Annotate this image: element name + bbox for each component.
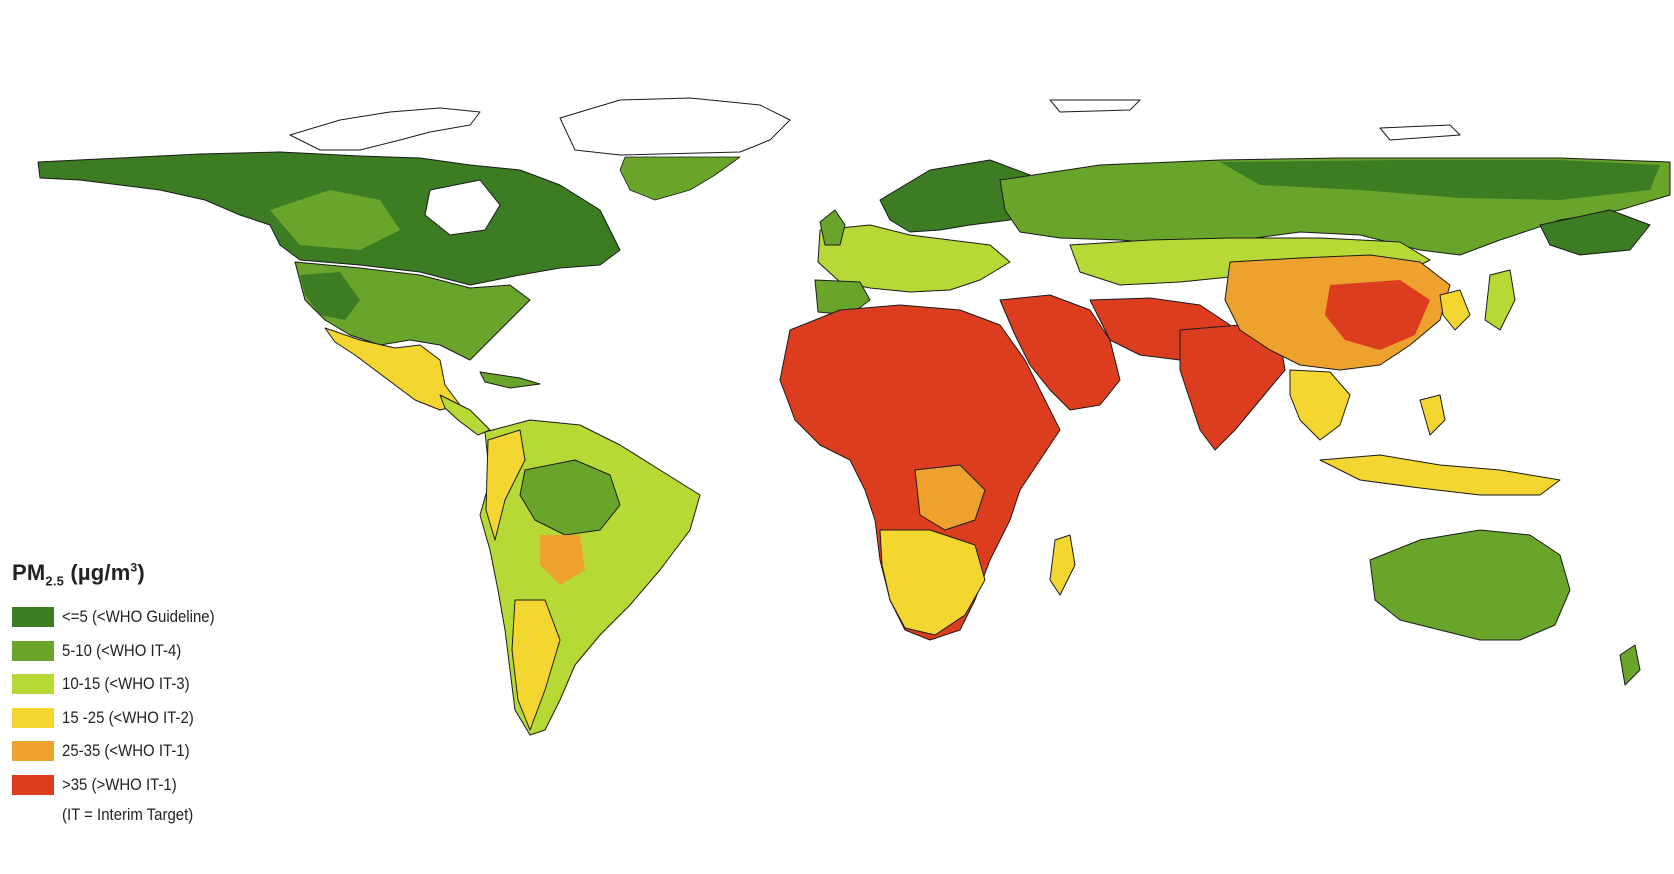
- east-russia: [1539, 209, 1651, 256]
- legend-item: 10-15 (<WHO IT-3): [12, 667, 235, 701]
- legend-label: 15 -25 (<WHO IT-2): [62, 707, 194, 727]
- legend-label: 10-15 (<WHO IT-3): [62, 674, 190, 694]
- japan: [1484, 269, 1516, 331]
- siberian-islands: [1379, 124, 1461, 141]
- legend-swatch: [12, 640, 54, 661]
- south-cone: [511, 599, 561, 731]
- indonesia: [1319, 454, 1561, 496]
- central-america: [439, 394, 491, 436]
- philippines: [1419, 394, 1446, 436]
- scandinavia: [879, 159, 1041, 233]
- legend-item: >35 (>WHO IT-1): [12, 768, 235, 802]
- east-china-hotspot: [1325, 280, 1430, 350]
- greenland-ice: [559, 97, 791, 156]
- legend-title: PM2.5 (µg/m3): [12, 560, 145, 589]
- southern-africa: [879, 529, 986, 636]
- bolivia-region: [540, 535, 585, 585]
- legend-item: 15 -25 (<WHO IT-2): [12, 701, 235, 735]
- north-siberia: [1220, 160, 1660, 200]
- madagascar: [1049, 534, 1076, 596]
- legend-swatch: [12, 741, 54, 762]
- legend-label: 25-35 (<WHO IT-1): [62, 741, 190, 761]
- middle-east-arabia: [999, 294, 1121, 411]
- usa: [294, 261, 531, 361]
- legend-items: <=5 (<WHO Guideline) 5-10 (<WHO IT-4) 10-1…: [12, 600, 235, 801]
- legend-swatch: [12, 607, 54, 628]
- svalbard-islands: [1049, 99, 1141, 113]
- canada-mid: [270, 190, 400, 250]
- legend-item: <=5 (<WHO Guideline): [12, 600, 235, 634]
- caribbean: [479, 371, 541, 389]
- hudson-bay: [424, 179, 501, 236]
- andes-north: [485, 429, 526, 541]
- greenland: [619, 156, 741, 201]
- legend-item: 25-35 (<WHO IT-1): [12, 734, 235, 768]
- legend-label: >35 (>WHO IT-1): [62, 774, 177, 794]
- australia: [1369, 529, 1571, 641]
- legend-label: 5-10 (<WHO IT-4): [62, 640, 182, 660]
- korea-japan: [1439, 289, 1471, 331]
- map-legend: PM2.5 (µg/m3) <=5 (<WHO Guideline) 5-10 (…: [12, 560, 235, 825]
- legend-swatch: [12, 774, 54, 795]
- usa-west: [300, 272, 360, 320]
- central-africa: [914, 464, 986, 531]
- arctic-islands: [289, 107, 481, 151]
- new-zealand: [1619, 644, 1641, 686]
- uk: [819, 209, 846, 246]
- iberia: [814, 279, 871, 316]
- legend-label: <=5 (<WHO Guideline): [62, 607, 215, 627]
- legend-swatch: [12, 707, 54, 728]
- legend-item: 5-10 (<WHO IT-4): [12, 634, 235, 668]
- amazon-basin: [519, 459, 621, 536]
- legend-note: (IT = Interim Target): [62, 805, 194, 825]
- southeast-asia: [1289, 369, 1351, 441]
- legend-swatch: [12, 674, 54, 695]
